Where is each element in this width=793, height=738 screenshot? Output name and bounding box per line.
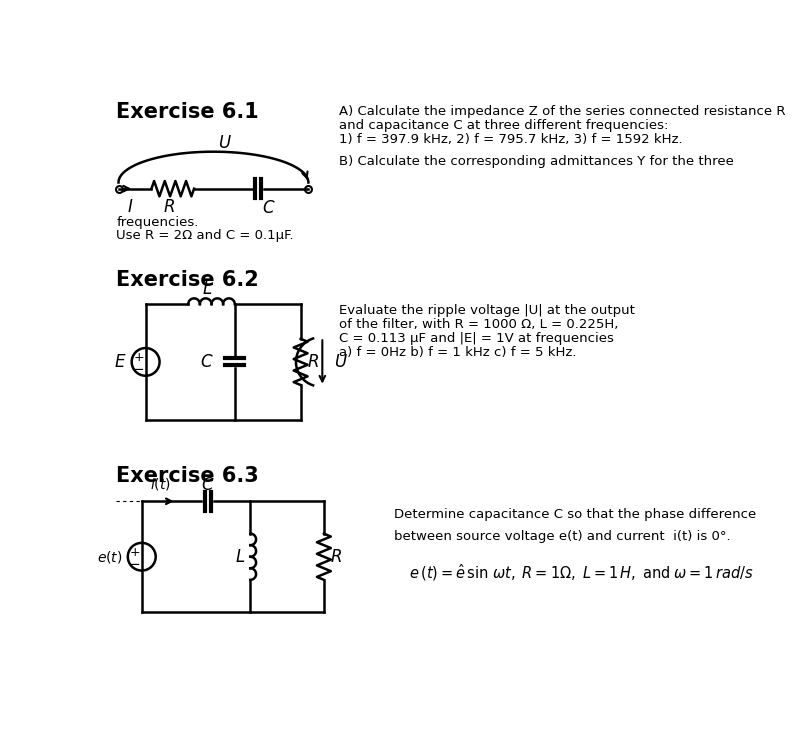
Text: and capacitance C at three different frequencies:: and capacitance C at three different fre… <box>339 120 668 132</box>
Text: $R$: $R$ <box>307 353 319 371</box>
Text: $C$: $C$ <box>201 475 214 494</box>
Text: 1) f = 397.9 kHz, 2) f = 795.7 kHz, 3) f = 1592 kHz.: 1) f = 397.9 kHz, 2) f = 795.7 kHz, 3) f… <box>339 134 683 146</box>
Text: Evaluate the ripple voltage |U| at the output: Evaluate the ripple voltage |U| at the o… <box>339 304 635 317</box>
Text: +: + <box>129 545 140 559</box>
Text: B) Calculate the corresponding admittances Y for the three: B) Calculate the corresponding admittanc… <box>339 155 734 168</box>
Text: $U$: $U$ <box>218 134 232 152</box>
Text: C = 0.113 μF and |E| = 1V at frequencies: C = 0.113 μF and |E| = 1V at frequencies <box>339 332 615 345</box>
Text: −: − <box>132 362 144 377</box>
Text: frequencies.: frequencies. <box>117 215 198 229</box>
Text: $C$: $C$ <box>262 199 275 218</box>
Text: Exercise 6.2: Exercise 6.2 <box>117 269 259 289</box>
Text: $L$: $L$ <box>236 548 246 566</box>
Text: A) Calculate the impedance Z of the series connected resistance R: A) Calculate the impedance Z of the seri… <box>339 106 786 119</box>
Text: Determine capacitance C so that the phase difference: Determine capacitance C so that the phas… <box>393 508 756 521</box>
Text: $R$: $R$ <box>163 198 175 216</box>
Text: $e\,(t) = \hat{e}\,\sin\,\omega t,\;R = 1\Omega,\;L = 1\,H,\;\mathrm{and}\;\omeg: $e\,(t) = \hat{e}\,\sin\,\omega t,\;R = … <box>409 562 754 583</box>
Text: $i(t)$: $i(t)$ <box>150 476 170 492</box>
Text: $R$: $R$ <box>330 548 342 566</box>
Text: +: + <box>133 351 144 364</box>
Text: Exercise 6.1: Exercise 6.1 <box>117 103 259 123</box>
Text: of the filter, with R = 1000 Ω, L = 0.225H,: of the filter, with R = 1000 Ω, L = 0.22… <box>339 318 619 331</box>
Text: $E$: $E$ <box>113 353 126 371</box>
Text: $U$: $U$ <box>334 353 348 371</box>
Text: a) f = 0Hz b) f = 1 kHz c) f = 5 kHz.: a) f = 0Hz b) f = 1 kHz c) f = 5 kHz. <box>339 345 577 359</box>
Text: $L$: $L$ <box>202 280 213 298</box>
Text: $e(t)$: $e(t)$ <box>97 549 122 565</box>
Text: −: − <box>128 557 140 572</box>
Text: Exercise 6.3: Exercise 6.3 <box>117 466 259 486</box>
Text: $I$: $I$ <box>127 198 133 216</box>
Text: $C$: $C$ <box>200 353 213 371</box>
Text: between source voltage e(t) and current  i(t) is 0°.: between source voltage e(t) and current … <box>393 530 730 542</box>
Text: Use R = 2Ω and C = 0.1μF.: Use R = 2Ω and C = 0.1μF. <box>117 229 293 242</box>
